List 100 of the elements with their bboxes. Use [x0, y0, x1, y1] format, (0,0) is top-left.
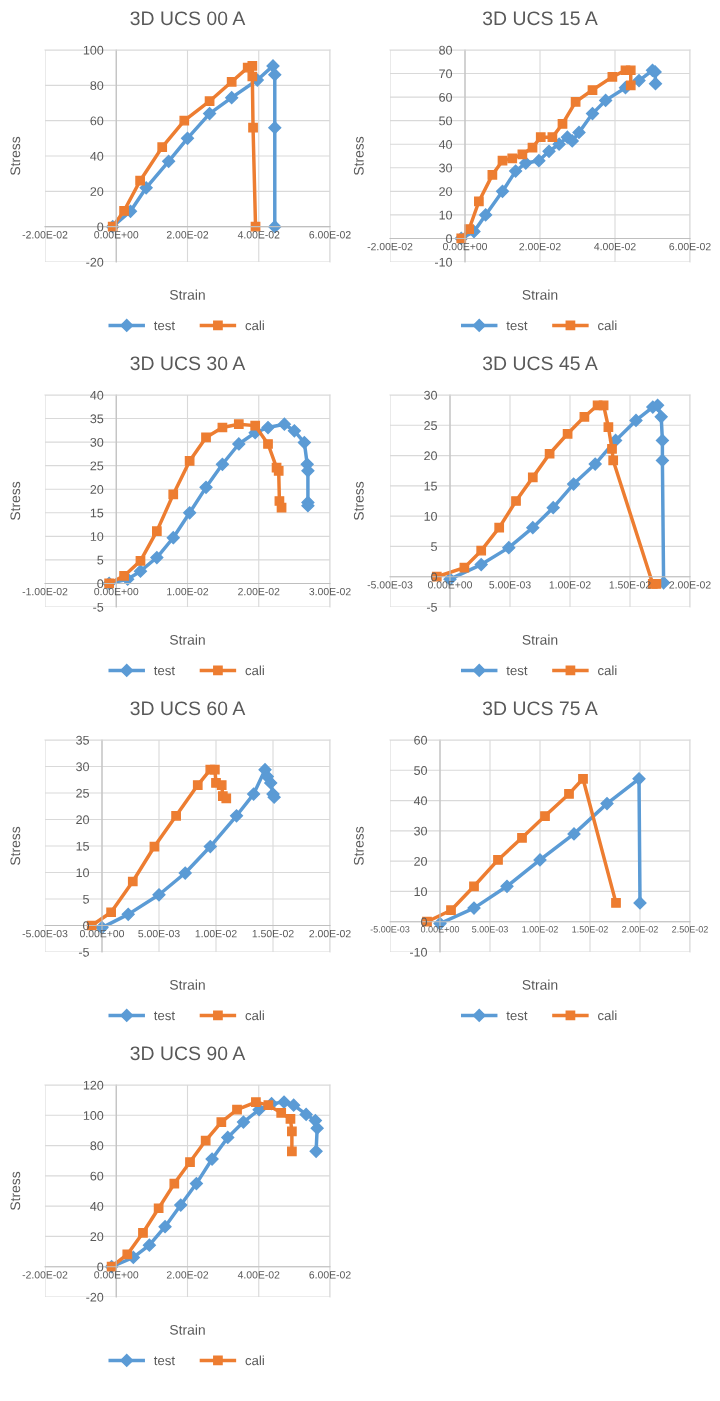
point [479, 208, 493, 222]
y-tick-label: 20 [90, 1232, 104, 1242]
x-axis-title: Strain [169, 1324, 205, 1335]
y-axis-title: Stress [10, 136, 21, 176]
point [248, 122, 258, 133]
point [285, 1114, 296, 1124]
y-tick-label: 25 [424, 421, 437, 430]
x-tick-label: 5.00E-03 [489, 581, 531, 589]
y-tick-label: 80 [90, 1141, 104, 1151]
point [608, 455, 619, 466]
point [203, 839, 217, 854]
y-tick-label: 30 [424, 390, 438, 400]
point [655, 433, 669, 448]
y-tick-label: 10 [76, 868, 90, 878]
point [233, 419, 244, 430]
y-tick-label: 20 [414, 856, 428, 866]
y-tick-label: 30 [76, 762, 90, 772]
x-tick-label: 1.50E-02 [252, 929, 294, 938]
point [547, 132, 558, 143]
x-tick-label: 6.00E-02 [309, 1271, 351, 1279]
x-tick-label: 4.00E-02 [237, 1271, 280, 1279]
point [153, 1203, 164, 1214]
point [139, 181, 153, 195]
point [287, 424, 301, 438]
x-axis-title: Strain [522, 634, 558, 645]
y-tick-label: 50 [439, 116, 453, 126]
y-tick-label: 40 [90, 151, 104, 161]
point [226, 76, 237, 87]
y-tick-label: 25 [76, 788, 89, 798]
point [564, 789, 574, 799]
y-tick-label: 15 [76, 841, 89, 851]
y-tick-label: 50 [414, 766, 428, 775]
x-axis-title: Strain [169, 979, 205, 990]
point [221, 793, 232, 804]
x-tick-label: 1.00E-02 [195, 929, 237, 938]
y-tick-label: 30 [414, 826, 428, 836]
point [287, 1126, 297, 1137]
point [142, 1238, 156, 1252]
y-tick-label: 35 [90, 414, 104, 424]
x-tick-label: 2.00E-02 [669, 581, 711, 589]
point [511, 496, 521, 506]
x-tick-label: 6.00E-02 [309, 231, 351, 239]
point [598, 400, 609, 411]
point [215, 457, 230, 471]
legend-label: cali [598, 665, 617, 676]
point [138, 1227, 148, 1238]
legend-label: test [153, 1356, 175, 1366]
y-axis-title: Stress [10, 1171, 21, 1211]
point [135, 555, 146, 566]
point [474, 196, 484, 207]
x-tick-label: -1.00E-02 [22, 587, 68, 596]
point [158, 1220, 172, 1234]
point [133, 564, 148, 578]
point [544, 448, 555, 459]
point [607, 444, 617, 454]
x-tick-label: 0.00E+00 [94, 1271, 139, 1279]
y-tick-label: 120 [83, 1080, 104, 1090]
point [654, 410, 668, 424]
x-tick-label: 0.00E+00 [94, 587, 139, 596]
point [310, 1121, 324, 1135]
chart-title: 3D UCS 75 A [482, 701, 598, 716]
x-tick-label: 6.00E-02 [669, 242, 711, 251]
x-tick-label: 1.00E-02 [549, 581, 591, 589]
point [487, 169, 498, 180]
point [189, 1176, 203, 1191]
point [276, 1108, 287, 1118]
point [216, 1117, 227, 1127]
legend-label: test [153, 666, 175, 676]
y-tick-label: 25 [90, 461, 104, 471]
point [250, 420, 261, 431]
point [533, 853, 547, 867]
point [467, 901, 481, 915]
point [185, 1157, 195, 1167]
point [277, 417, 291, 431]
x-axis-title: Strain [522, 979, 558, 990]
point [171, 810, 181, 821]
point [474, 558, 488, 572]
y-tick-label: 20 [76, 815, 90, 825]
point [567, 827, 581, 841]
y-tick-label: 60 [90, 1171, 104, 1181]
point [625, 80, 636, 91]
chart-title: 3D UCS 60 A [130, 701, 246, 716]
y-tick-label: 30 [90, 437, 104, 447]
y-tick-label: 10 [424, 511, 438, 521]
x-tick-label: -2.00E-02 [22, 1271, 68, 1279]
y-tick-label: 40 [90, 390, 104, 400]
x-tick-label: 5.00E-03 [138, 929, 180, 938]
point [225, 91, 239, 105]
point [519, 156, 533, 170]
y-tick-label: 10 [90, 532, 104, 541]
point [299, 1107, 313, 1121]
y-tick-label: 0 [97, 1262, 104, 1272]
point [494, 522, 505, 533]
x-tick-label: 5.00E-03 [472, 926, 508, 933]
x-tick-label: 0.00E+00 [94, 231, 139, 239]
y-tick-label: 20 [439, 187, 453, 196]
y-tick-label: 30 [439, 163, 453, 173]
y-tick-label: 100 [83, 45, 104, 55]
point [152, 526, 162, 537]
point [446, 905, 456, 916]
